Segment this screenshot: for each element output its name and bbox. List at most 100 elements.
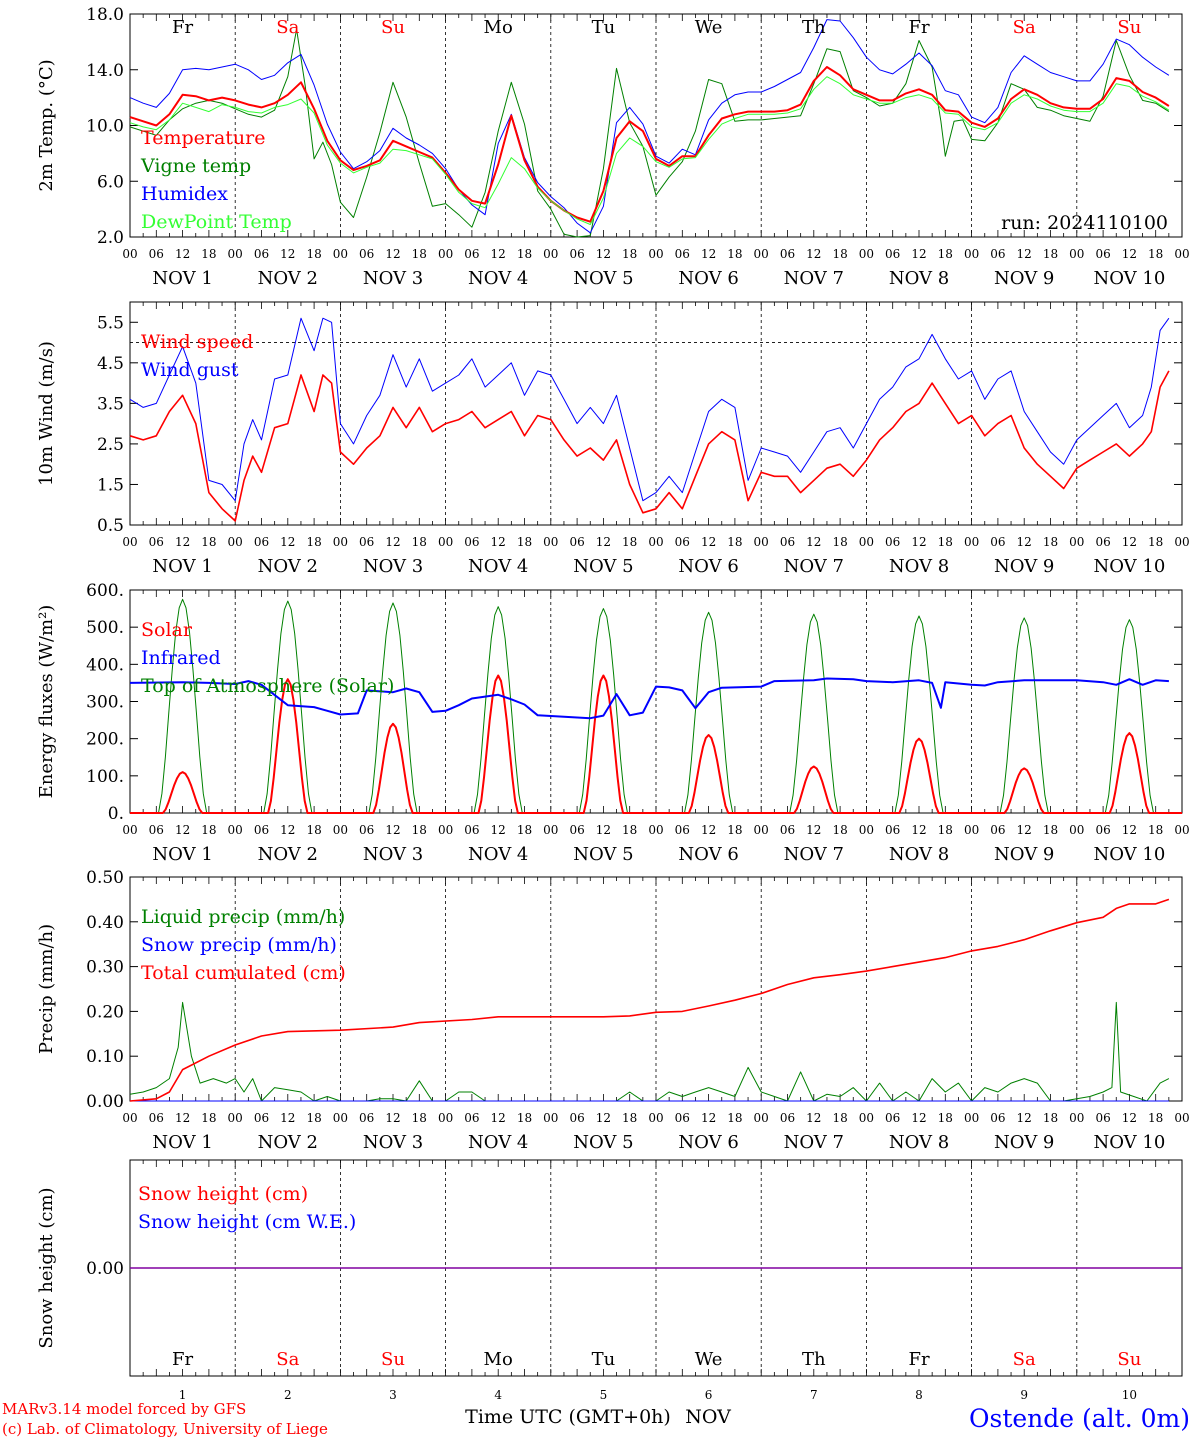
x-hour-label: 12 bbox=[1017, 535, 1032, 549]
x-hour-label: 00 bbox=[859, 1111, 874, 1125]
x-hour-label: 12 bbox=[175, 535, 190, 549]
x-hour-label: 00 bbox=[438, 1111, 453, 1125]
y-tick-label: 300. bbox=[86, 693, 124, 713]
x-hour-label: 18 bbox=[622, 535, 637, 549]
day-name-label: Th bbox=[802, 1349, 826, 1370]
x-hour-label: 00 bbox=[648, 247, 663, 261]
x-hour-label: 12 bbox=[1017, 247, 1032, 261]
x-hour-label: 18 bbox=[412, 1111, 427, 1125]
x-hour-label: 06 bbox=[990, 247, 1005, 261]
x-hour-label: 12 bbox=[701, 823, 716, 837]
y-tick-label: 3.5 bbox=[97, 394, 124, 414]
x-date-label: NOV 3 bbox=[363, 1132, 423, 1153]
series-line-humidex bbox=[129, 19, 1170, 234]
x-hour-label: 00 bbox=[1069, 1111, 1084, 1125]
legend-entry: Top of Atmosphere (Solar) bbox=[141, 675, 394, 697]
x-date-label: NOV 2 bbox=[258, 268, 318, 289]
y-tick-label: 0.50 bbox=[86, 868, 124, 888]
day-name-label: Fr bbox=[908, 1349, 929, 1370]
day-name-label: Sa bbox=[276, 1349, 299, 1370]
x-hour-label: 00 bbox=[122, 823, 137, 837]
x-hour-label: 06 bbox=[254, 247, 269, 261]
x-date-label: NOV 1 bbox=[152, 844, 212, 865]
x-hour-label: 18 bbox=[412, 535, 427, 549]
day-number-label: 3 bbox=[389, 1388, 397, 1402]
x-date-label: NOV 10 bbox=[1093, 844, 1165, 865]
x-hour-label: 12 bbox=[701, 535, 716, 549]
y-tick-label: 0.20 bbox=[86, 1002, 124, 1022]
series-line-wind-speed bbox=[129, 370, 1170, 522]
x-hour-label: 12 bbox=[701, 1111, 716, 1125]
x-date-label: NOV 5 bbox=[573, 1132, 633, 1153]
x-date-label: NOV 8 bbox=[889, 1132, 949, 1153]
x-date-label: NOV 9 bbox=[994, 844, 1054, 865]
x-date-label: NOV 6 bbox=[678, 556, 738, 577]
x-hour-label: 12 bbox=[385, 1111, 400, 1125]
x-hour-label: 18 bbox=[938, 535, 953, 549]
x-date-label: NOV 8 bbox=[889, 268, 949, 289]
day-number-label: 2 bbox=[284, 1388, 292, 1402]
x-hour-label: 18 bbox=[412, 823, 427, 837]
x-hour-label: 12 bbox=[806, 247, 821, 261]
x-hour-label: 00 bbox=[1174, 535, 1189, 549]
x-hour-label: 18 bbox=[727, 1111, 742, 1125]
x-hour-label: 06 bbox=[780, 535, 795, 549]
series-line-total-cumulated-cm- bbox=[129, 898, 1170, 1102]
x-date-label: NOV 3 bbox=[363, 844, 423, 865]
x-hour-label: 06 bbox=[780, 247, 795, 261]
x-hour-label: 12 bbox=[596, 247, 611, 261]
x-hour-label: 00 bbox=[859, 247, 874, 261]
x-hour-label: 12 bbox=[175, 823, 190, 837]
x-hour-label: 18 bbox=[201, 535, 216, 549]
x-hour-label: 18 bbox=[938, 1111, 953, 1125]
x-hour-label: 12 bbox=[280, 823, 295, 837]
footer-lab-credit: (c) Lab. of Climatology, University of L… bbox=[2, 1420, 328, 1438]
x-hour-label: 12 bbox=[1017, 823, 1032, 837]
x-date-label: NOV 9 bbox=[994, 1132, 1054, 1153]
x-hour-label: 06 bbox=[149, 1111, 164, 1125]
x-hour-label: 00 bbox=[754, 535, 769, 549]
y-axis-label: 10m Wind (m/s) bbox=[36, 341, 57, 486]
day-name-label: Su bbox=[381, 1349, 405, 1370]
x-hour-label: 06 bbox=[149, 535, 164, 549]
legend-entry: Infrared bbox=[141, 647, 221, 669]
day-name-label: Sa bbox=[1013, 1349, 1036, 1370]
x-date-label: NOV 1 bbox=[152, 556, 212, 577]
legend-entry: Snow height (cm W.E.) bbox=[138, 1211, 356, 1233]
x-hour-label: 12 bbox=[596, 823, 611, 837]
x-date-label: NOV 10 bbox=[1093, 268, 1165, 289]
x-hour-label: 12 bbox=[806, 823, 821, 837]
x-hour-label: 18 bbox=[938, 247, 953, 261]
y-axis-label: Snow height (cm) bbox=[36, 1187, 57, 1348]
x-hour-label: 12 bbox=[491, 1111, 506, 1125]
x-hour-label: 06 bbox=[464, 247, 479, 261]
panel-frame-temperature bbox=[129, 13, 1183, 238]
day-name-label: We bbox=[695, 1349, 723, 1370]
x-hour-label: 18 bbox=[938, 823, 953, 837]
x-hour-label: 00 bbox=[648, 823, 663, 837]
x-hour-label: 06 bbox=[885, 823, 900, 837]
y-tick-label: 1.5 bbox=[97, 475, 124, 495]
y-tick-label: 500. bbox=[86, 618, 124, 638]
x-hour-label: 00 bbox=[859, 535, 874, 549]
x-hour-label: 12 bbox=[280, 535, 295, 549]
x-hour-label: 06 bbox=[569, 1111, 584, 1125]
x-hour-label: 00 bbox=[122, 535, 137, 549]
x-date-label: NOV 6 bbox=[678, 268, 738, 289]
x-hour-label: 06 bbox=[254, 535, 269, 549]
x-date-label: NOV 10 bbox=[1093, 1132, 1165, 1153]
x-hour-label: 18 bbox=[727, 823, 742, 837]
x-date-label: NOV 7 bbox=[784, 844, 844, 865]
x-date-label: NOV 7 bbox=[784, 1132, 844, 1153]
x-date-label: NOV 5 bbox=[573, 844, 633, 865]
x-hour-label: 06 bbox=[675, 535, 690, 549]
x-hour-label: 06 bbox=[885, 247, 900, 261]
x-hour-label: 00 bbox=[754, 1111, 769, 1125]
x-hour-label: 06 bbox=[675, 247, 690, 261]
x-hour-label: 00 bbox=[543, 823, 558, 837]
x-axis-label: Time UTC (GMT+0h) bbox=[465, 1406, 671, 1428]
y-tick-label: 6.0 bbox=[97, 172, 124, 192]
x-hour-label: 18 bbox=[201, 247, 216, 261]
legend-entry: Solar bbox=[141, 619, 193, 641]
